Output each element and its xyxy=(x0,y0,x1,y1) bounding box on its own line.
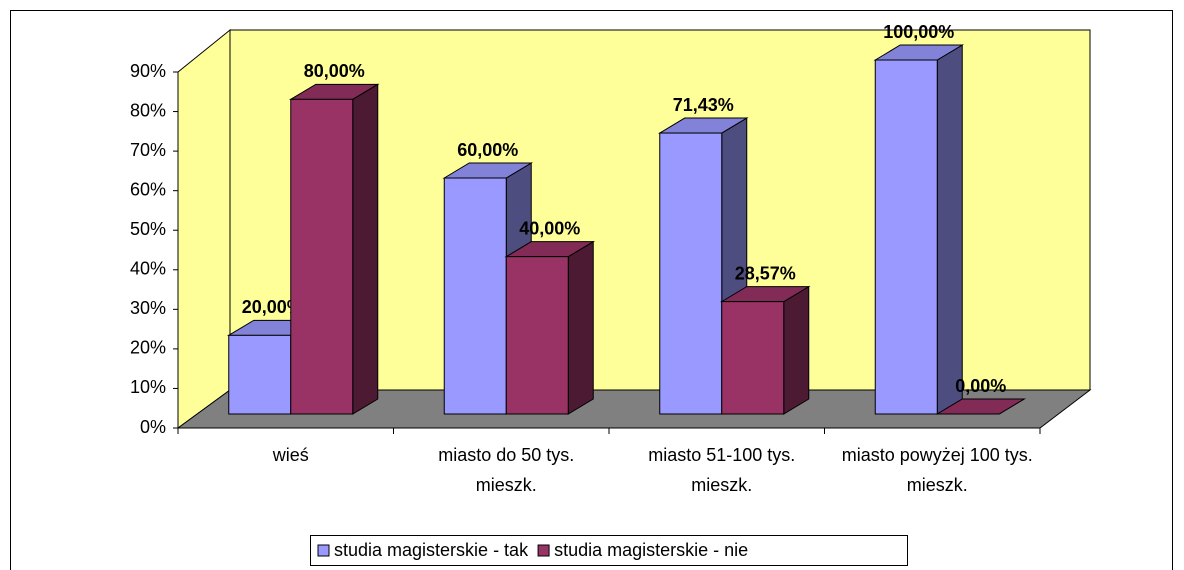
data-label: 40,00% xyxy=(519,218,580,238)
bar xyxy=(874,59,938,415)
bar xyxy=(443,177,507,415)
x-tick-label: miasto do 50 tys. mieszk. xyxy=(438,445,575,495)
bar xyxy=(721,301,785,415)
y-tick-label: 60% xyxy=(130,179,166,199)
data-label: 20,00% xyxy=(242,297,303,317)
data-label: 71,43% xyxy=(673,95,734,115)
x-tick-label: wieś xyxy=(272,445,309,465)
y-tick-label: 80% xyxy=(130,100,166,120)
data-label: 0,00% xyxy=(955,376,1006,396)
side-wall xyxy=(177,28,231,429)
data-label: 60,00% xyxy=(457,140,518,160)
y-tick-label: 70% xyxy=(130,140,166,160)
bar-side xyxy=(783,285,810,415)
bar-side xyxy=(352,83,379,415)
data-label: 28,57% xyxy=(735,263,796,283)
bar xyxy=(228,334,292,415)
data-label: 80,00% xyxy=(304,61,365,81)
y-tick-label: 10% xyxy=(130,377,166,397)
bar-side xyxy=(567,240,594,415)
legend-swatch xyxy=(537,544,550,557)
legend-swatch xyxy=(317,544,330,557)
bar xyxy=(659,132,723,415)
chart-frame xyxy=(10,10,1173,570)
legend-label: studia magisterskie - tak xyxy=(334,540,529,560)
x-tick-label: miasto 51-100 tys. mieszk. xyxy=(648,445,796,495)
y-tick-label: 20% xyxy=(130,338,166,358)
data-label: 100,00% xyxy=(883,22,954,42)
bar-side xyxy=(936,44,963,415)
y-tick-label: 90% xyxy=(130,61,166,81)
legend xyxy=(310,535,908,566)
y-tick-label: 50% xyxy=(130,219,166,239)
y-tick-label: 0% xyxy=(140,417,166,437)
bar xyxy=(290,98,354,415)
y-tick-label: 30% xyxy=(130,298,166,318)
legend-label: studia magisterskie - nie xyxy=(554,540,748,560)
bar-top xyxy=(935,398,1027,415)
x-tick-label: miasto powyżej 100 tys. mieszk. xyxy=(841,445,1033,495)
bar xyxy=(505,256,569,415)
y-tick-label: 40% xyxy=(130,259,166,279)
